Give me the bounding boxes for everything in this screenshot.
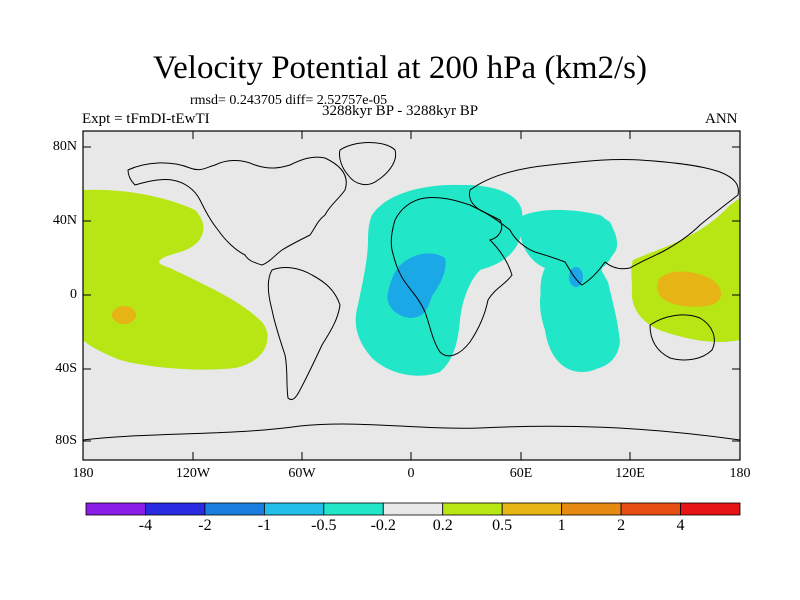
colorbar-label: 0.5 <box>492 517 513 534</box>
colorbar-swatch <box>85 502 146 516</box>
contour-pacific-orange-patch <box>112 306 136 324</box>
lon-label-60e: 60E <box>509 466 533 481</box>
colorbar <box>85 502 741 516</box>
stats-line: rmsd= 0.243705 diff= 2.52757e-05 <box>190 93 388 108</box>
colorbar-label: -1 <box>257 517 272 534</box>
contour-fields <box>83 184 740 376</box>
colorbar-swatch <box>145 502 206 516</box>
lat-label-80s: 80S <box>55 433 77 448</box>
colorbar-swatch <box>323 502 384 516</box>
colorbar-label: -2 <box>198 517 212 534</box>
colorbar-label: -0.5 <box>311 517 337 534</box>
coastline-antarctica <box>83 423 740 441</box>
contour-bengal-blue-minimum <box>569 267 583 287</box>
colorbar-label: -0.2 <box>370 517 396 534</box>
lon-label-60w: 60W <box>288 466 316 481</box>
coastline-australia <box>649 314 715 361</box>
contour-positive-west-pacific <box>83 189 268 370</box>
plot-title: Velocity Potential at 200 hPa (km2/s) <box>152 50 648 86</box>
colorbar-label: -4 <box>138 517 153 534</box>
coastlines <box>83 142 740 441</box>
colorbar-swatch <box>263 502 325 516</box>
season-label: ANN <box>705 111 738 127</box>
coastline-south-america <box>267 267 341 401</box>
colorbar-swatch <box>442 502 503 516</box>
contour-positive-east-pacific <box>631 198 740 343</box>
lat-label-40n: 40N <box>52 213 77 228</box>
colorbar-swatch <box>204 502 265 516</box>
colorbar-swatch <box>561 502 622 516</box>
colorbar-label: 0.2 <box>432 517 453 534</box>
colorbar-swatch <box>382 502 444 516</box>
colorbar-swatch <box>620 502 681 516</box>
lon-label-120e: 120E <box>615 466 645 481</box>
lon-label-120w: 120W <box>175 466 211 481</box>
subtitle: 3288kyr BP - 3288kyr BP <box>321 103 479 119</box>
contour-west-pacific-orange-patch <box>657 271 722 307</box>
colorbar-swatch <box>501 502 563 516</box>
colorbar-swatch <box>680 502 741 516</box>
coastline-north-america <box>127 156 347 266</box>
lon-label-180-east: 180 <box>729 466 751 481</box>
experiment-label: Expt = tFmDI-tEwTI <box>82 111 210 127</box>
lon-label-180-west: 180 <box>72 466 94 481</box>
lat-label-80n: 80N <box>52 139 77 154</box>
contour-negative-indian-ocean <box>520 210 616 372</box>
lon-label-0: 0 <box>407 466 415 481</box>
lat-label-0: 0 <box>70 287 77 302</box>
lat-label-40s: 40S <box>55 361 77 376</box>
colorbar-label: 2 <box>617 517 626 534</box>
coastline-africa-europe <box>390 197 513 357</box>
colorbar-label: 1 <box>557 517 566 534</box>
tick-marks <box>83 131 740 460</box>
colorbar-label: 4 <box>676 517 685 534</box>
contour-atlantic-blue-minimum <box>387 253 446 318</box>
coastline-asia <box>469 158 739 286</box>
coastline-greenland <box>339 142 397 186</box>
